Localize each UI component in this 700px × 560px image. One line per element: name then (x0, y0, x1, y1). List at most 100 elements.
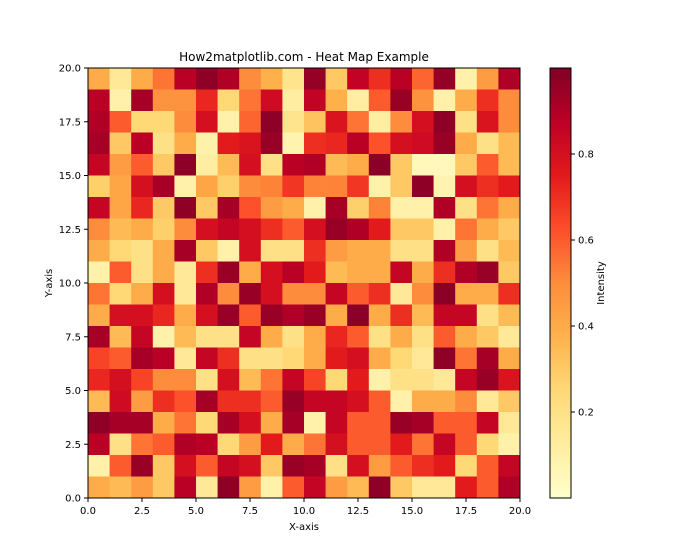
heatmap-cell (152, 326, 175, 348)
heatmap-cell (347, 132, 370, 155)
heatmap-cell (131, 455, 154, 477)
heatmap-cell (455, 261, 478, 284)
heatmap-cell (174, 175, 197, 198)
heatmap-cell (498, 89, 521, 112)
heatmap-cell (131, 347, 154, 370)
heatmap-cell (412, 154, 434, 176)
heatmap-cell (217, 304, 240, 327)
heatmap-cell (109, 455, 132, 477)
heatmap-cell (239, 412, 262, 434)
heatmap-cell (260, 154, 283, 176)
heatmap-cell (239, 347, 262, 370)
heatmap-cell (368, 283, 391, 305)
heatmap-cell (390, 412, 413, 434)
heatmap-cell (498, 283, 521, 305)
heatmap-cell (196, 240, 218, 262)
heatmap-cell (347, 347, 370, 370)
heatmap-cell (498, 218, 521, 241)
heatmap-cell (455, 326, 478, 348)
heatmap-cell (239, 197, 262, 219)
heatmap-cell (282, 175, 305, 198)
heatmap-cell (282, 390, 305, 413)
y-tick-label: 5.0 (65, 386, 81, 397)
heatmap-cell (131, 390, 154, 413)
heatmap-cell (390, 347, 413, 370)
heatmap-cell (304, 89, 326, 112)
heatmap-cell (347, 283, 370, 305)
heatmap-cell (304, 390, 326, 413)
heatmap-cell (455, 111, 478, 133)
heatmap-cell (109, 283, 132, 305)
heatmap-cell (325, 218, 348, 241)
heatmap-cell (304, 455, 326, 477)
heatmap-cell (152, 240, 175, 262)
heatmap-cell (347, 390, 370, 413)
heatmap-cell (368, 390, 391, 413)
heatmap-cell (304, 240, 326, 262)
heatmap-cell (304, 132, 326, 155)
heatmap-cell (476, 433, 499, 456)
heatmap-cell (131, 261, 154, 284)
heatmap-cell (109, 175, 132, 198)
heatmap-cell (152, 304, 175, 327)
heatmap-cell (174, 240, 197, 262)
heatmap-cells (88, 68, 521, 499)
heatmap-cell (433, 476, 456, 499)
heatmap-cell (347, 89, 370, 112)
heatmap-cell (239, 326, 262, 348)
colorbar-ticks: 0.2 0.4 0.6 0.8 (571, 150, 594, 419)
heatmap-cell (325, 476, 348, 499)
heatmap-cell (347, 154, 370, 176)
heatmap-cell (131, 132, 154, 155)
heatmap-cell (412, 326, 434, 348)
heatmap-cell (433, 218, 456, 241)
colorbar-frame (549, 67, 572, 499)
heatmap-cell (260, 89, 283, 112)
heatmap-cell (390, 476, 413, 499)
heatmap-cell (260, 455, 283, 477)
colorbar-tick-label: 0.4 (578, 322, 594, 333)
heatmap-cell (217, 197, 240, 219)
heatmap-cell (109, 240, 132, 262)
heatmap-cell (217, 455, 240, 477)
heatmap-cell (325, 261, 348, 284)
y-tick-label: 0.0 (65, 494, 81, 505)
colorbar-label: Intensity (596, 261, 607, 305)
heatmap-cell (88, 347, 110, 370)
heatmap-cell (390, 89, 413, 112)
heatmap-cell (347, 412, 370, 434)
heatmap-cell (239, 455, 262, 477)
heatmap-cell (88, 283, 110, 305)
heatmap-cell (217, 240, 240, 262)
heatmap-cell (282, 455, 305, 477)
heatmap-cell (498, 304, 521, 327)
y-axis-ticks: 0.0 2.5 5.0 7.5 10.0 12.5 15.0 17.5 20.0 (59, 64, 88, 505)
heatmap-cell (412, 68, 434, 90)
heatmap-cell (347, 111, 370, 133)
heatmap-cell (174, 68, 197, 90)
heatmap-cell (433, 347, 456, 370)
x-tick-label: 5.0 (188, 506, 204, 517)
heatmap-cell (196, 369, 218, 391)
heatmap-cell (196, 390, 218, 413)
heatmap-cell (325, 412, 348, 434)
heatmap-cell (217, 175, 240, 198)
heatmap-cell (239, 304, 262, 327)
heatmap-cell (217, 283, 240, 305)
colorbar (550, 68, 571, 498)
heatmap-cell (260, 369, 283, 391)
heatmap-cell (282, 476, 305, 499)
heatmap-cell (196, 89, 218, 112)
x-axis-label: X-axis (289, 522, 319, 533)
heatmap-cell (390, 197, 413, 219)
heatmap-cell (282, 218, 305, 241)
heatmap-cell (498, 111, 521, 133)
heatmap-cell (433, 326, 456, 348)
chart-title: How2matplotlib.com - Heat Map Example (179, 50, 429, 64)
heatmap-cell (239, 476, 262, 499)
heatmap-cell (217, 111, 240, 133)
heatmap-cell (476, 175, 499, 198)
heatmap-cell (109, 68, 132, 90)
y-tick-label: 17.5 (59, 117, 81, 128)
colorbar-tick-label: 0.2 (578, 408, 594, 419)
